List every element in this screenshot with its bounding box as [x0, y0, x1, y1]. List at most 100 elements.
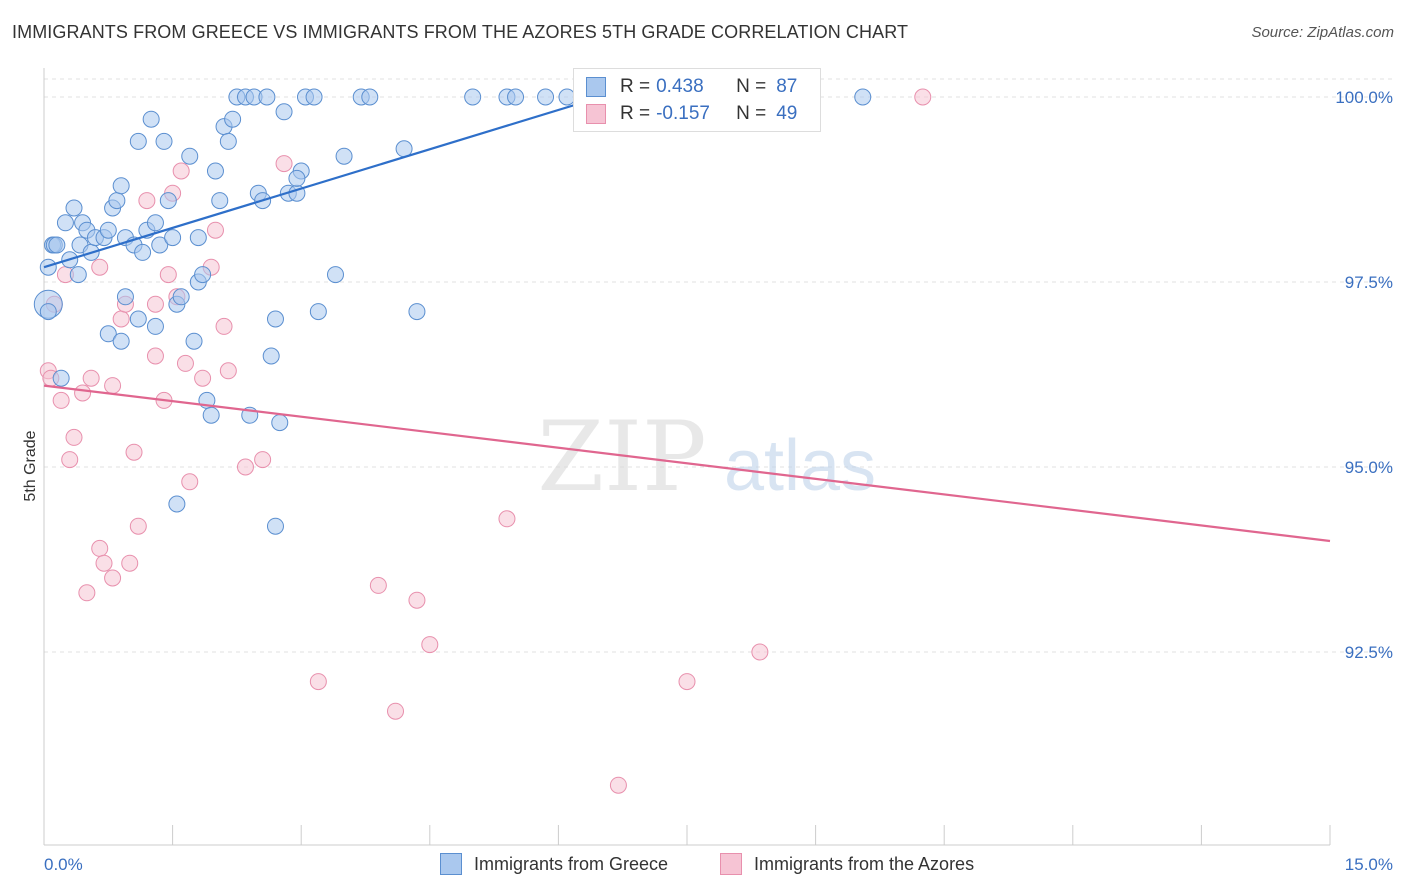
greece-point	[854, 88, 872, 106]
greece-point	[134, 243, 152, 261]
greece-point	[164, 229, 182, 247]
greece-point	[48, 236, 66, 254]
greece-point	[464, 88, 482, 106]
azores-point	[194, 369, 212, 387]
greece-point	[271, 414, 289, 432]
azores-point	[95, 554, 113, 572]
greece-point	[181, 147, 199, 165]
azores-point	[309, 673, 327, 691]
greece-point	[537, 88, 555, 106]
legend-row-greece: R = 0.438 N = 87	[586, 74, 797, 100]
watermark-atlas: atlas	[724, 426, 876, 506]
greece-point	[202, 406, 220, 424]
azores-point	[104, 377, 122, 395]
greece-point	[151, 236, 169, 254]
greece-point	[52, 369, 70, 387]
greece-point	[155, 132, 173, 150]
azores-point	[78, 584, 96, 602]
greece-point	[65, 199, 83, 217]
source-label: Source: ZipAtlas.com	[1251, 24, 1394, 41]
greece-point	[288, 169, 306, 187]
greece-point	[185, 332, 203, 350]
greece-point	[69, 266, 87, 284]
r-label: R =	[620, 76, 651, 97]
azores-point	[498, 510, 516, 528]
azores-point	[82, 369, 100, 387]
azores-point	[387, 702, 405, 720]
azores-point	[52, 391, 70, 409]
greece-point	[172, 288, 190, 306]
azores-point	[408, 591, 426, 609]
azores-point	[678, 673, 696, 691]
chart-title: IMMIGRANTS FROM GREECE VS IMMIGRANTS FRO…	[12, 22, 909, 42]
x-tick-label: 0.0%	[44, 855, 83, 874]
greece-point	[112, 332, 130, 350]
greece-trend-line	[43, 77, 662, 269]
azores-point	[914, 88, 932, 106]
n-value: 49	[776, 103, 798, 124]
y-axis-label: 5th Grade	[22, 430, 39, 501]
n-value: 87	[776, 76, 798, 97]
greece-legend-label: Immigrants from Greece	[474, 853, 669, 874]
greece-point	[219, 132, 237, 150]
greece-point	[211, 192, 229, 210]
greece-point	[146, 214, 164, 232]
legend-row-azores: R = -0.157 N = 49	[586, 101, 797, 127]
azores-point	[609, 776, 627, 794]
azores-point	[236, 458, 254, 476]
y-tick-label: 95.0%	[1345, 458, 1393, 477]
azores-point	[159, 266, 177, 284]
azores-legend-label: Immigrants from the Azores	[754, 853, 975, 874]
azores-point	[176, 354, 194, 372]
x-tick-label: 15.0%	[1345, 855, 1393, 874]
r-value: 0.438	[656, 76, 704, 97]
greece-point	[116, 288, 134, 306]
azores-point	[125, 443, 143, 461]
greece-point	[189, 229, 207, 247]
azores-point	[275, 155, 293, 173]
azores-point	[146, 347, 164, 365]
azores-point	[104, 569, 122, 587]
azores-point	[215, 317, 233, 335]
greece-point	[39, 258, 57, 276]
axis-layer	[43, 68, 1331, 846]
azores-point	[129, 517, 147, 535]
greece-point	[129, 310, 147, 328]
greece-point	[168, 495, 186, 513]
greece-point	[99, 325, 117, 343]
y-tick-label: 100.0%	[1335, 88, 1393, 107]
azores-point	[138, 192, 156, 210]
watermark-zip: ZIP	[537, 401, 706, 513]
trend-lines	[43, 77, 1331, 543]
greece-point	[266, 517, 284, 535]
y-tick-label: 92.5%	[1345, 643, 1393, 662]
n-label: N =	[736, 103, 767, 124]
greece-point	[305, 88, 323, 106]
azores-point	[61, 451, 79, 469]
greece-point	[39, 303, 57, 321]
greece-point	[108, 192, 126, 210]
greece-point	[56, 214, 74, 232]
greece-point	[206, 162, 224, 180]
azores-point	[146, 295, 164, 313]
n-label: N =	[736, 76, 767, 97]
greece-point	[507, 88, 525, 106]
azores-point	[421, 636, 439, 654]
azores-point	[65, 428, 83, 446]
azores-point	[172, 162, 190, 180]
azores-point	[112, 310, 130, 328]
greece-point	[146, 317, 164, 335]
greece-point	[194, 266, 212, 284]
azores-trend-line	[43, 384, 1331, 543]
greece-point	[408, 303, 426, 321]
azores-legend-swatch	[720, 853, 742, 875]
y-tick-label: 97.5%	[1345, 273, 1393, 292]
greece-point	[129, 132, 147, 150]
greece-point	[99, 221, 117, 239]
greece-point	[258, 88, 276, 106]
greece-legend-swatch	[440, 853, 462, 875]
azores-point	[74, 384, 92, 402]
legend-stats: R = 0.438 N = 87 R = -0.157 N = 49	[573, 68, 821, 132]
greece-point	[262, 347, 280, 365]
